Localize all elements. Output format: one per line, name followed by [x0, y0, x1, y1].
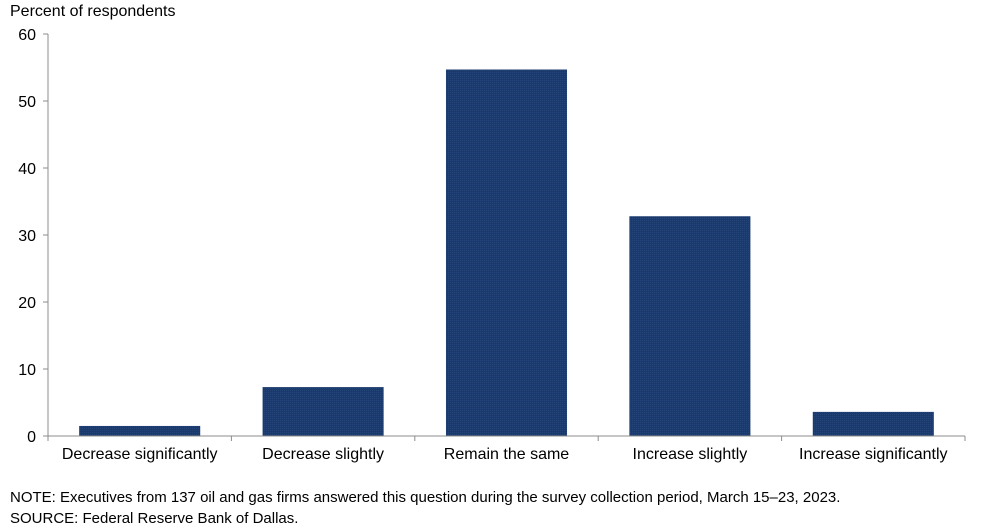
y-tick-label: 40: [18, 161, 36, 178]
y-tick-label: 20: [18, 295, 36, 312]
x-tick-label: Increase slightly: [633, 446, 748, 463]
y-tick-label: 10: [18, 362, 36, 379]
y-axis: 0 10 20 30 40 50 60: [18, 27, 49, 446]
bar: [629, 216, 751, 436]
y-axis-label: Percent of respondents: [10, 3, 176, 20]
bar: [79, 425, 201, 436]
chart-note: NOTE: Executives from 137 oil and gas fi…: [10, 489, 841, 506]
x-tick-label: Remain the same: [444, 446, 569, 463]
x-axis: Decrease significantly Decrease slightly R…: [47, 435, 966, 463]
bar: [812, 411, 934, 436]
y-tick-label: 50: [18, 94, 36, 111]
x-tick-label: Decrease slightly: [262, 446, 384, 463]
x-tick-label: Decrease significantly: [62, 446, 218, 463]
bar: [445, 69, 568, 436]
y-tick-label: 0: [27, 429, 36, 446]
x-tick-label: Increase significantly: [799, 446, 948, 463]
y-tick-label: 60: [18, 27, 36, 44]
y-tick-label: 30: [18, 228, 36, 245]
bars: [79, 69, 934, 436]
chart-source: SOURCE: Federal Reserve Bank of Dallas.: [10, 510, 299, 527]
bar: [262, 387, 384, 436]
